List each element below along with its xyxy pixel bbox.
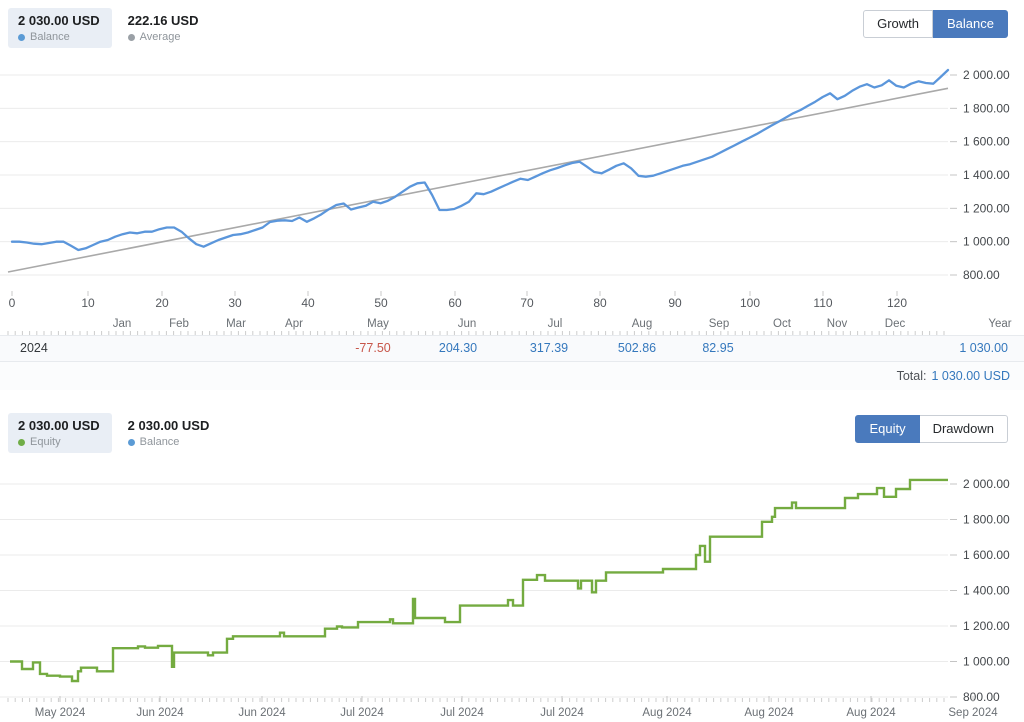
svg-text:50: 50 [374, 296, 388, 310]
balance-value: 2 030.00 USD [18, 13, 100, 28]
year-total-value: 1 030.00 [959, 341, 1008, 355]
equity-panel: 2 030.00 USD Equity 2 030.00 USD Balance… [0, 405, 1024, 722]
monthly-value-cell: -77.50 [355, 341, 391, 355]
svg-text:70: 70 [520, 296, 534, 310]
svg-text:80: 80 [593, 296, 607, 310]
svg-text:Jun: Jun [458, 318, 477, 330]
svg-text:30: 30 [228, 296, 242, 310]
yearly-row: 2024 1 030.00 -77.50 204.30 317.39 502.86 82… [0, 335, 1024, 362]
equity-chart: 2 000.00 1 800.00 1 600.00 1 400.00 1 200.00… [0, 477, 1010, 719]
monthly-value-cell: 82.95 [702, 341, 734, 355]
monthly-value-cell: 502.86 [617, 341, 657, 355]
svg-text:2 000.00: 2 000.00 [963, 477, 1010, 491]
balance-chart: 2 000.00 1 800.00 1 600.00 1 400.00 1 200.00… [0, 68, 1012, 335]
svg-text:Feb: Feb [169, 318, 189, 330]
svg-text:Mar: Mar [226, 318, 246, 330]
svg-text:1 000.00: 1 000.00 [963, 235, 1010, 249]
svg-text:1 000.00: 1 000.00 [963, 655, 1010, 669]
average-label: Average [139, 31, 181, 43]
svg-text:Jul 2024: Jul 2024 [440, 707, 484, 719]
svg-text:1 600.00: 1 600.00 [963, 135, 1010, 149]
svg-text:Jun 2024: Jun 2024 [136, 707, 184, 719]
svg-text:1 200.00: 1 200.00 [963, 619, 1010, 633]
equity-panel-header: 2 030.00 USD Equity 2 030.00 USD Balance… [0, 405, 1024, 460]
total-label: Total: [896, 369, 927, 383]
svg-text:1 400.00: 1 400.00 [963, 584, 1010, 598]
tab-drawdown[interactable]: Drawdown [919, 415, 1008, 443]
stat-balance[interactable]: 2 030.00 USD Balance [8, 8, 112, 48]
svg-text:Jul 2024: Jul 2024 [340, 707, 384, 719]
stat-equity-balance[interactable]: 2 030.00 USD Balance [118, 413, 222, 453]
monthly-value-cell: 317.39 [529, 341, 569, 355]
equity-dot-icon [18, 438, 25, 446]
svg-text:40: 40 [301, 296, 315, 310]
svg-text:1 600.00: 1 600.00 [963, 548, 1010, 562]
balance-chart-mode-tabs: Growth Balance [863, 10, 1008, 38]
svg-text:Nov: Nov [827, 318, 848, 330]
average-dot-icon [127, 33, 135, 41]
svg-text:1 800.00: 1 800.00 [963, 513, 1010, 527]
svg-text:1 400.00: 1 400.00 [963, 168, 1010, 182]
svg-text:10: 10 [81, 296, 95, 310]
svg-text:Dec: Dec [885, 318, 906, 330]
svg-text:120: 120 [887, 296, 907, 310]
equity-balance-dot-icon [127, 438, 135, 446]
svg-text:800.00: 800.00 [963, 268, 1000, 282]
svg-text:60: 60 [448, 296, 462, 310]
svg-text:110: 110 [813, 296, 832, 310]
svg-text:Aug 2024: Aug 2024 [744, 707, 794, 719]
svg-text:90: 90 [668, 296, 682, 310]
equity-value: 2 030.00 USD [18, 418, 100, 433]
svg-text:20: 20 [155, 296, 169, 310]
stat-average[interactable]: 222.16 USD Average [118, 8, 211, 48]
monthly-value-cell: 204.30 [438, 341, 478, 355]
svg-text:1 800.00: 1 800.00 [963, 101, 1010, 115]
svg-text:Sep 2024: Sep 2024 [948, 707, 998, 719]
svg-text:Sep: Sep [709, 318, 729, 330]
stat-equity[interactable]: 2 030.00 USD Equity [8, 413, 112, 453]
equity-balance-label: Balance [139, 436, 180, 448]
balance-dot-icon [18, 33, 25, 41]
total-row: Total: 1 030.00 USD [0, 362, 1024, 390]
year-label: 2024 [20, 341, 48, 355]
tab-equity[interactable]: Equity [855, 415, 920, 443]
balance-panel-header: 2 030.00 USD Balance 222.16 USD Average … [0, 0, 1024, 55]
svg-text:Jun 2024: Jun 2024 [238, 707, 286, 719]
svg-text:Jul: Jul [548, 318, 563, 330]
equity-label: Equity [30, 436, 61, 448]
svg-text:Year: Year [988, 318, 1011, 330]
svg-text:0: 0 [9, 296, 16, 310]
tab-balance[interactable]: Balance [933, 10, 1008, 38]
svg-text:Aug 2024: Aug 2024 [846, 707, 896, 719]
balance-label: Balance [30, 31, 70, 43]
svg-text:Aug 2024: Aug 2024 [642, 707, 692, 719]
svg-text:Jul 2024: Jul 2024 [540, 707, 584, 719]
svg-text:1 200.00: 1 200.00 [963, 201, 1010, 215]
balance-panel: 2 030.00 USD Balance 222.16 USD Average … [0, 0, 1024, 390]
svg-text:Jan: Jan [113, 318, 132, 330]
tab-growth[interactable]: Growth [863, 10, 934, 38]
equity-chart-mode-tabs: Equity Drawdown [855, 415, 1008, 443]
average-value: 222.16 USD [127, 13, 199, 28]
svg-text:100: 100 [740, 296, 760, 310]
equity-balance-value: 2 030.00 USD [127, 418, 210, 433]
svg-text:Aug: Aug [632, 318, 652, 330]
svg-text:Oct: Oct [773, 318, 792, 330]
svg-text:May 2024: May 2024 [35, 707, 86, 719]
svg-text:800.00: 800.00 [963, 690, 1000, 704]
svg-text:Apr: Apr [285, 318, 303, 330]
total-value: 1 030.00 USD [931, 369, 1010, 383]
svg-text:2 000.00: 2 000.00 [963, 68, 1010, 82]
svg-text:May: May [367, 318, 389, 330]
